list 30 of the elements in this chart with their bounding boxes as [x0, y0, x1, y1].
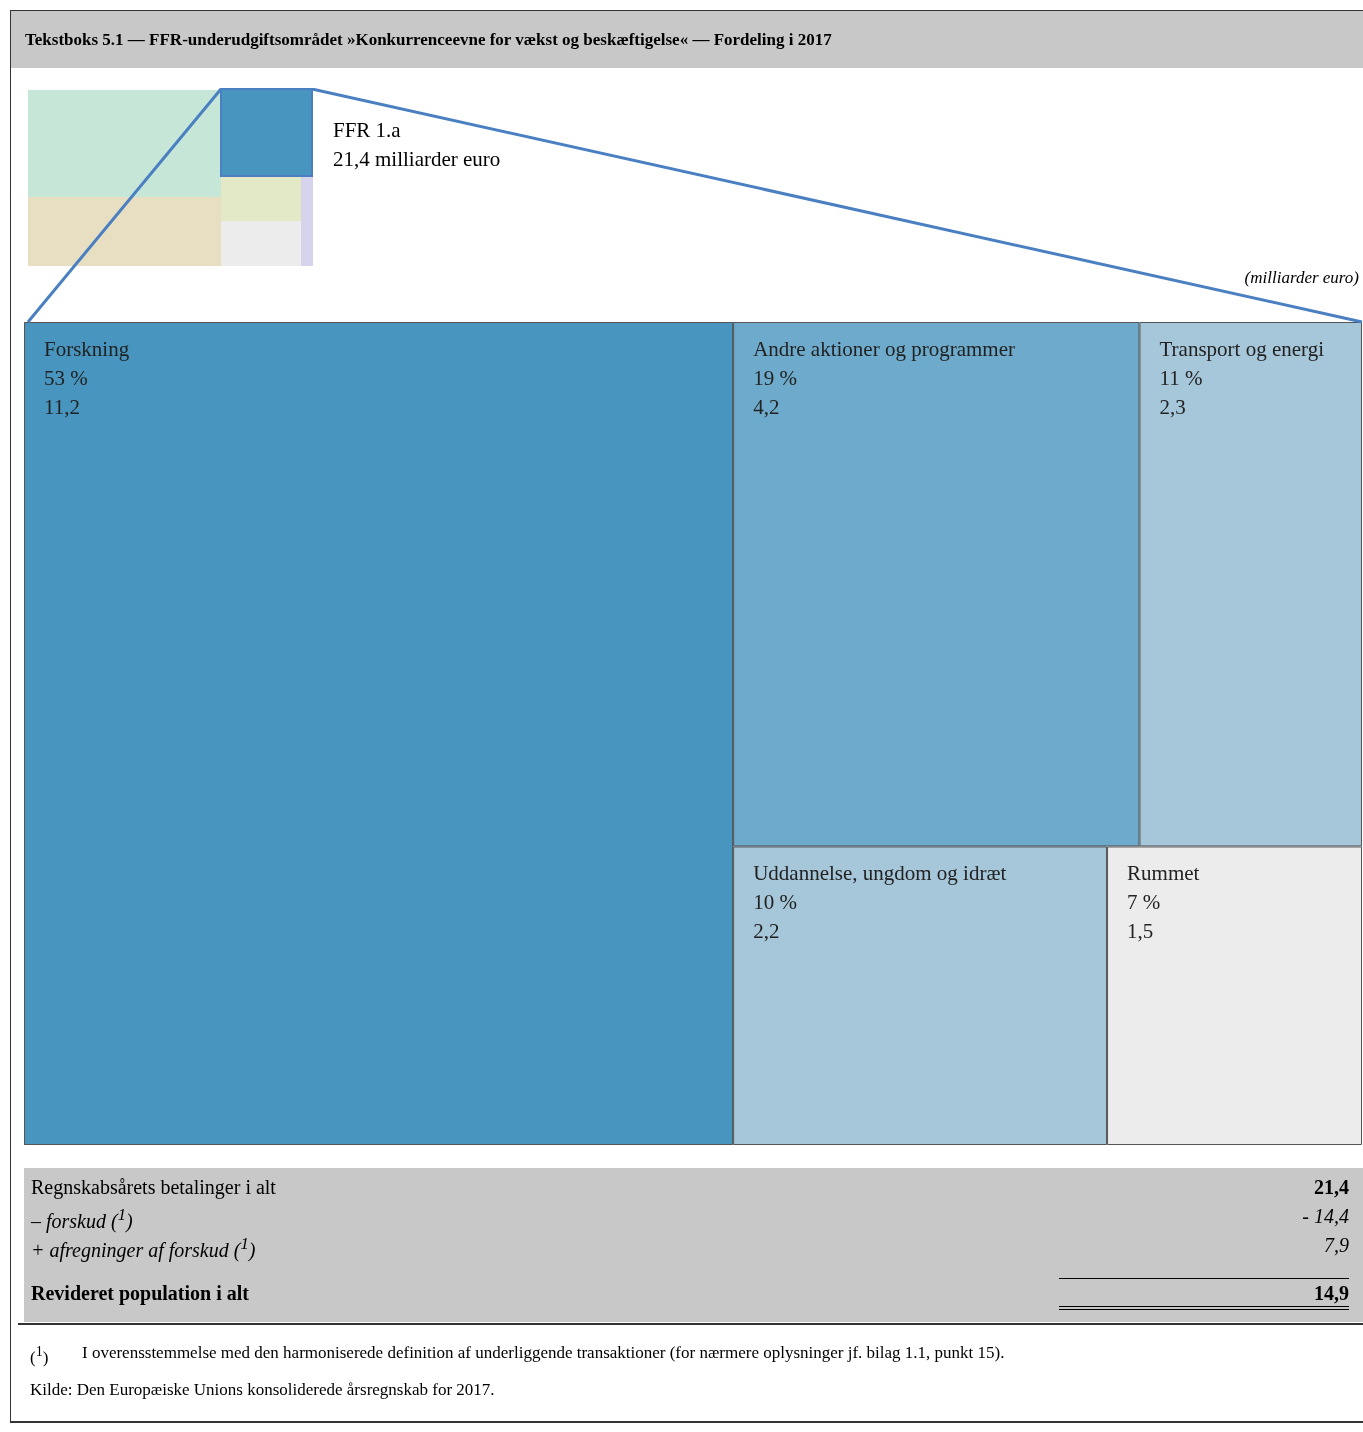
text: + afregninger af forskud ($^{1}$) — [31, 1234, 256, 1262]
data-label: 53 % — [44, 366, 88, 391]
category-label: Uddannelse, ungdom og idræt — [753, 861, 1007, 886]
text: 21,4 milliarder euro — [333, 147, 501, 172]
data-label: 2,2 — [753, 919, 780, 944]
text: Kilde: Den Europæiske Unions konsoliderede årsregnskab for 2017. — [30, 1380, 495, 1400]
text: Regnskabsårets betalinger i alt — [31, 1176, 276, 1199]
category-label: Forskning — [44, 337, 130, 362]
text: FFR 1.a — [333, 118, 401, 143]
data-label: 7 % — [1127, 890, 1161, 915]
text: Tekstboks 5.1 — FFR-underudgiftsområdet »Konkurrenceevne for vækst og beskæftigelse« — Fordeling i 2017 — [11, 11, 1363, 68]
text: 21,4 — [1314, 1176, 1349, 1199]
text: ($^{1}$) — [30, 1343, 49, 1368]
category-label: Transport og energi — [1159, 337, 1325, 362]
text: I overensstemmelse med den harmoniserede definition af underliggende transaktioner (for nærmere oplysninger jf. bilag 1.1, punkt 15). — [82, 1343, 1005, 1363]
data-label: 2,3 — [1159, 395, 1186, 420]
data-label: 1,5 — [1127, 919, 1154, 944]
data-label: 4,2 — [753, 395, 780, 420]
text: – forskud ($^{1}$) — [31, 1205, 133, 1233]
category-label: Rummet — [1127, 861, 1200, 886]
data-label: 10 % — [753, 890, 797, 915]
text: (milliarder euro) — [1244, 268, 1359, 288]
data-label: 11 % — [1159, 366, 1203, 391]
data-label: 11,2 — [44, 395, 80, 420]
text: 14,9 — [1314, 1282, 1349, 1305]
text: 7,9 — [1324, 1234, 1349, 1257]
text: Revideret population i alt — [31, 1282, 249, 1305]
data-label: 19 % — [753, 366, 797, 391]
text: - 14,4 — [1302, 1205, 1349, 1228]
category-label: Andre aktioner og programmer — [753, 337, 1015, 362]
